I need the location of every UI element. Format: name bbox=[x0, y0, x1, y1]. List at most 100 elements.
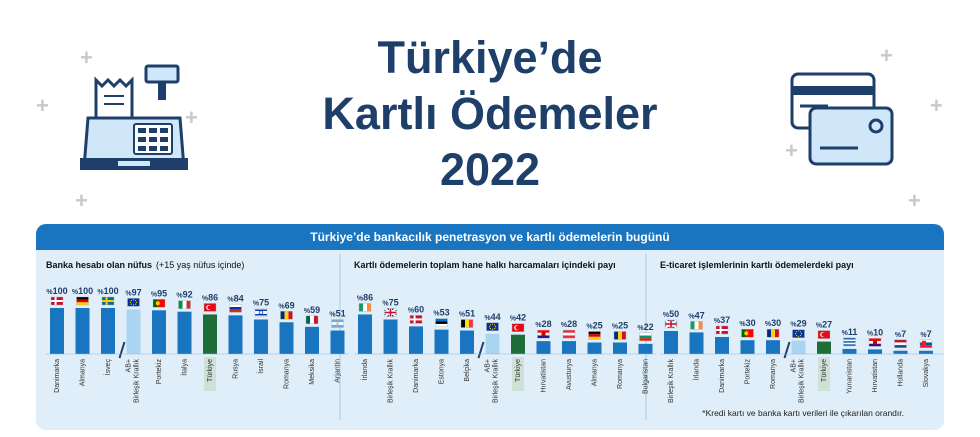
value-prefix: % bbox=[408, 307, 415, 314]
bar bbox=[791, 340, 806, 354]
category-label: Danimarka bbox=[54, 359, 61, 393]
plus-icon: + bbox=[908, 188, 921, 213]
value-prefix: % bbox=[895, 332, 902, 339]
category-label: İrlanda bbox=[692, 359, 701, 381]
footnote: *Kredi kartı ve banka kartı verileri ile… bbox=[702, 408, 904, 418]
category-label: AB+ bbox=[485, 359, 492, 372]
bar bbox=[485, 333, 500, 354]
chart-subtitle: (+15 yaş nüfus içinde) bbox=[156, 260, 244, 270]
category-label: Birleşik Krallık bbox=[799, 359, 806, 403]
axis-break-mark bbox=[477, 341, 485, 359]
flag-icon bbox=[639, 332, 652, 342]
panel-header: Türkiye’de bankacılık penetrasyon ve kar… bbox=[36, 224, 944, 250]
value-label: %7 bbox=[920, 329, 931, 339]
value-label: %60 bbox=[408, 304, 424, 314]
value-number: 86 bbox=[363, 292, 373, 302]
flag-icon bbox=[715, 325, 729, 335]
value-number: 30 bbox=[746, 318, 756, 328]
value-number: 30 bbox=[771, 318, 781, 328]
bar bbox=[228, 315, 243, 354]
cash-register-icon bbox=[80, 64, 188, 170]
category-label: Estonya bbox=[439, 359, 446, 384]
flag-icon bbox=[919, 339, 933, 348]
value-number: 11 bbox=[848, 327, 858, 337]
category-label: Belçika bbox=[464, 359, 471, 382]
bar bbox=[689, 332, 704, 354]
value-prefix: % bbox=[867, 330, 874, 337]
flag-icon bbox=[254, 308, 268, 317]
page-title: Türkiye’de Kartlı Ödemeler 2022 bbox=[250, 30, 730, 198]
category-label: Almanya bbox=[80, 359, 87, 386]
value-prefix: % bbox=[253, 301, 260, 308]
bar bbox=[587, 342, 602, 354]
category-label: AB+ bbox=[126, 359, 133, 372]
value-label: %47 bbox=[688, 310, 704, 320]
bar bbox=[562, 341, 576, 354]
bar bbox=[919, 350, 933, 354]
value-label: %69 bbox=[278, 300, 294, 310]
flag-icon bbox=[178, 300, 191, 309]
flag-icon bbox=[537, 329, 550, 339]
value-label: %7 bbox=[895, 329, 906, 339]
flag-icon bbox=[894, 339, 907, 348]
value-number: 25 bbox=[618, 321, 628, 331]
value-prefix: % bbox=[739, 321, 746, 328]
value-number: 95 bbox=[157, 288, 167, 298]
value-label: %51 bbox=[329, 309, 345, 319]
chart-title: Kartlı ödemelerin toplam hane halkı harc… bbox=[354, 260, 616, 270]
bar bbox=[409, 326, 423, 354]
value-prefix: % bbox=[663, 312, 670, 319]
flag-icon bbox=[280, 311, 293, 320]
value-number: 10 bbox=[873, 327, 883, 337]
flag-icon bbox=[409, 315, 423, 324]
chart-title: Banka hesabı olan nüfus (+15 yaş nüfus iç… bbox=[46, 260, 244, 270]
bar bbox=[126, 309, 141, 354]
flag-icon bbox=[741, 328, 754, 338]
flag-icon bbox=[203, 303, 217, 312]
value-number: 86 bbox=[208, 292, 218, 302]
bar bbox=[766, 340, 780, 354]
flag-icon bbox=[50, 296, 64, 306]
flag-icon bbox=[562, 329, 576, 339]
value-number: 25 bbox=[593, 321, 603, 331]
value-prefix: % bbox=[816, 323, 823, 330]
value-label: %28 bbox=[535, 319, 551, 329]
flag-icon bbox=[664, 319, 678, 329]
value-number: 51 bbox=[336, 309, 346, 319]
value-number: 75 bbox=[389, 298, 399, 308]
value-prefix: % bbox=[304, 308, 311, 315]
bar bbox=[330, 330, 345, 354]
turkey-label-highlight bbox=[512, 357, 524, 391]
value-prefix: % bbox=[688, 313, 695, 320]
flag-icon bbox=[792, 329, 805, 338]
value-number: 44 bbox=[491, 312, 501, 322]
flag-icon bbox=[613, 331, 627, 340]
category-label: Danimarka bbox=[719, 359, 726, 393]
bar bbox=[613, 342, 627, 354]
value-number: 53 bbox=[440, 308, 450, 318]
value-label: %37 bbox=[714, 315, 730, 325]
value-label: %75 bbox=[253, 298, 269, 308]
category-label: Romanya bbox=[284, 359, 291, 389]
bar bbox=[817, 341, 831, 354]
value-number: 92 bbox=[183, 290, 193, 300]
value-label: %100 bbox=[46, 286, 67, 296]
value-number: 50 bbox=[669, 309, 679, 319]
plus-icon: + bbox=[930, 93, 943, 118]
value-number: 37 bbox=[720, 315, 730, 325]
flag-icon bbox=[76, 296, 89, 306]
title-line-1: Türkiye’de bbox=[377, 32, 603, 83]
value-prefix: % bbox=[790, 322, 797, 329]
value-number: 28 bbox=[567, 319, 577, 329]
category-label: İsveç bbox=[103, 359, 112, 376]
turkey-label-highlight bbox=[204, 357, 216, 391]
category-label: Danimarka bbox=[413, 359, 420, 393]
value-label: %86 bbox=[357, 292, 373, 302]
value-label: %29 bbox=[790, 319, 806, 329]
category-label: Birleşik Krallık bbox=[493, 359, 500, 403]
bar bbox=[664, 331, 678, 354]
value-number: 100 bbox=[53, 286, 68, 296]
category-label: AB+ bbox=[791, 359, 798, 372]
bar bbox=[152, 310, 166, 354]
bar bbox=[511, 334, 525, 354]
